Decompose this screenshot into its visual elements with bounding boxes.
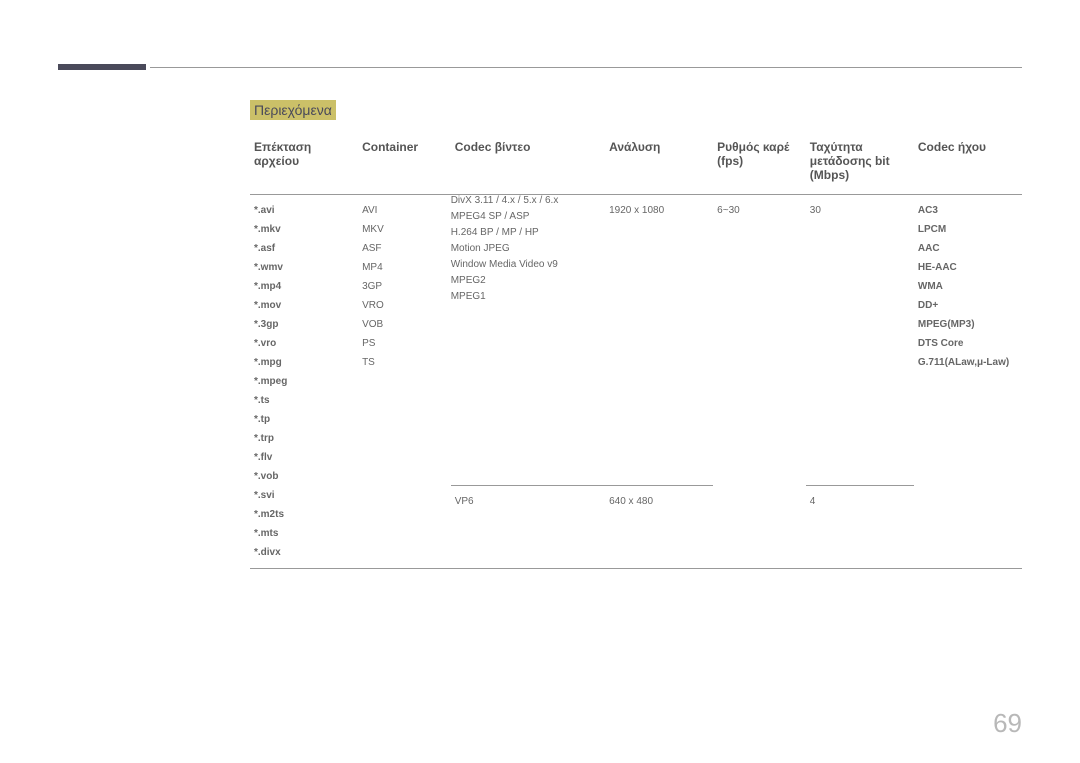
codec-support-table: Επέκταση αρχείου Container Codec βίντεο … xyxy=(250,134,1022,569)
cell-bitrate-main: 30 xyxy=(806,195,914,486)
col-header-resolution: Ανάλυση xyxy=(605,134,713,195)
cell-file-extensions: *.avi *.mkv *.asf *.wmv *.mp4 *.mov *.3g… xyxy=(250,195,358,569)
col-header-fps: Ρυθμός καρέ (fps) xyxy=(713,134,806,195)
page-number: 69 xyxy=(993,708,1022,739)
main-content: Περιεχόμενα Επέκταση αρχείου Container C… xyxy=(250,100,1022,569)
cell-video-codec-vp6: VP6 xyxy=(451,486,605,569)
col-header-video-codec: Codec βίντεο xyxy=(451,134,605,195)
table-row: *.avi *.mkv *.asf *.wmv *.mp4 *.mov *.3g… xyxy=(250,195,1022,486)
header-rule xyxy=(150,67,1022,68)
cell-resolution-vp6: 640 x 480 xyxy=(605,486,713,569)
col-header-audio-codec: Codec ήχου xyxy=(914,134,1022,195)
cell-containers: AVI MKV ASF MP4 3GP VRO VOB PS TS xyxy=(358,195,451,569)
table-header-row: Επέκταση αρχείου Container Codec βίντεο … xyxy=(250,134,1022,195)
col-header-bitrate: Ταχύτητα μετάδοσης bit (Mbps) xyxy=(806,134,914,195)
col-header-container: Container xyxy=(358,134,451,195)
col-header-extension: Επέκταση αρχείου xyxy=(250,134,358,195)
header-accent-bar xyxy=(58,64,146,70)
cell-audio-codecs: AC3 LPCM AAC HE-AAC WMA DD+ MPEG(MP3) DT… xyxy=(914,195,1022,569)
cell-bitrate-vp6: 4 xyxy=(806,486,914,569)
section-title: Περιεχόμενα xyxy=(250,100,336,120)
cell-fps: 6~30 xyxy=(713,195,806,569)
cell-video-codecs: DivX 3.11 / 4.x / 5.x / 6.x MPEG4 SP / A… xyxy=(451,195,605,486)
cell-resolution-main: 1920 x 1080 xyxy=(605,195,713,486)
